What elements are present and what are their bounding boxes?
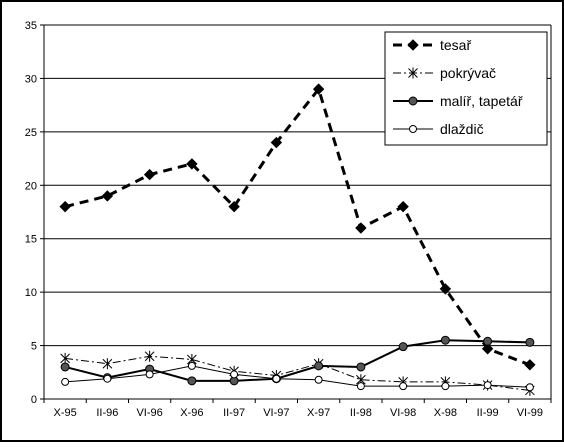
series-line [64, 85, 531, 367]
x-tick-label: II-99 [477, 407, 499, 419]
legend-label: malíř, tapetář [440, 93, 523, 109]
x-tick-label: X-96 [180, 407, 203, 419]
data-point [187, 376, 197, 386]
data-point [481, 343, 494, 355]
legend-item: pokrývač [393, 65, 496, 81]
legend-swatch-marker [407, 39, 419, 51]
y-tick-label: 15 [25, 234, 37, 246]
legend: tesař pokrývač malíř, tapetář dlaždič [384, 31, 548, 146]
data-point [525, 337, 535, 347]
legend-swatch-marker [409, 125, 417, 133]
data-point [102, 358, 113, 370]
legend-item: tesař [393, 37, 471, 53]
series-3 [61, 361, 534, 392]
data-point [441, 382, 450, 391]
data-point [228, 200, 240, 213]
data-point [314, 361, 324, 371]
data-point [524, 359, 536, 371]
data-point [270, 136, 283, 149]
data-point [59, 200, 71, 213]
data-point [439, 283, 452, 295]
data-point [103, 374, 112, 383]
data-point [144, 350, 155, 362]
data-point [312, 83, 325, 95]
series-0 [59, 83, 536, 371]
data-point [187, 361, 196, 370]
legend-swatch-marker [408, 96, 418, 106]
x-tick-label: VI-99 [517, 407, 543, 419]
legend-item: malíř, tapetář [393, 93, 523, 109]
data-point [143, 168, 156, 181]
y-tick-label: 25 [25, 127, 37, 139]
x-tick-label: II-97 [223, 407, 245, 419]
data-point [61, 377, 70, 386]
legend-item: dlaždič [393, 121, 484, 137]
data-point [314, 375, 323, 384]
data-point [483, 381, 492, 390]
series-line [64, 339, 530, 382]
data-point [272, 374, 281, 383]
y-tick-label: 20 [25, 180, 37, 192]
series-line [65, 365, 530, 388]
x-tick-label: VI-97 [263, 407, 289, 419]
data-point [145, 370, 154, 379]
data-point [60, 352, 70, 364]
data-point [101, 190, 114, 202]
x-tick-label: VI-98 [390, 407, 416, 419]
y-tick-label: 30 [25, 73, 37, 85]
legend-label: dlaždič [440, 121, 484, 137]
data-point [186, 158, 198, 170]
y-tick-label: 0 [31, 394, 37, 406]
data-point [440, 335, 450, 345]
x-tick-label: X-98 [434, 407, 457, 419]
data-point [399, 382, 408, 391]
data-point [230, 370, 239, 379]
series-line [65, 355, 530, 391]
legend-swatch-marker [408, 67, 418, 79]
y-tick-label: 5 [31, 341, 37, 353]
x-tick-label: II-96 [96, 407, 118, 419]
y-tick-label: 35 [25, 20, 37, 32]
data-point [397, 200, 409, 213]
x-tick-label: VI-96 [136, 407, 162, 419]
data-point [483, 336, 493, 346]
x-tick-label: II-98 [350, 407, 372, 419]
data-point [525, 383, 534, 392]
legend-label: tesař [440, 37, 471, 53]
x-tick-label: X-97 [307, 407, 330, 419]
y-tick-label: 10 [25, 287, 37, 299]
data-point [60, 362, 70, 372]
data-point [356, 362, 366, 372]
data-point [356, 382, 365, 391]
x-tick-label: X-95 [54, 407, 77, 419]
axes: 0 5 10 15 20 25 30 35 X-95 II-96 VI-96 X-96 II-97 VI-… [25, 20, 552, 419]
legend-label: pokrývač [440, 65, 496, 81]
series-layer [59, 83, 536, 396]
data-point [355, 222, 367, 234]
data-point [398, 342, 408, 352]
